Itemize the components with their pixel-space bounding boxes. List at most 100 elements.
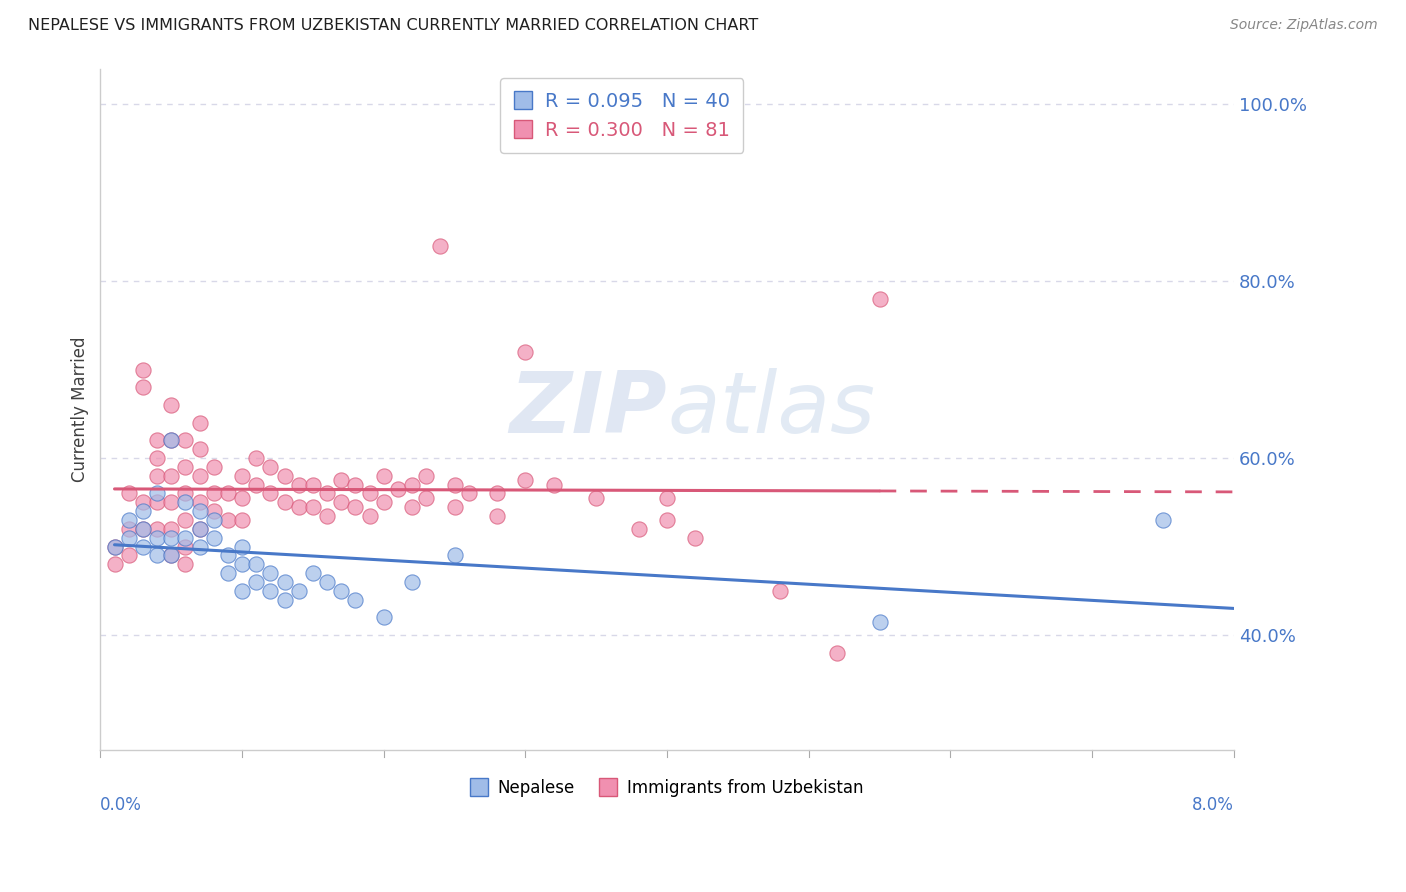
Point <box>160 549 183 563</box>
Point <box>217 513 239 527</box>
Point <box>273 592 295 607</box>
Point <box>188 522 211 536</box>
Point <box>217 549 239 563</box>
Point <box>103 540 125 554</box>
Point <box>160 495 183 509</box>
Point <box>344 592 367 607</box>
Point <box>160 522 183 536</box>
Point <box>174 558 197 572</box>
Point <box>359 486 381 500</box>
Point <box>273 495 295 509</box>
Point <box>231 513 253 527</box>
Point <box>316 574 339 589</box>
Point <box>103 558 125 572</box>
Point <box>118 486 141 500</box>
Point <box>188 442 211 457</box>
Point <box>231 491 253 505</box>
Point <box>118 531 141 545</box>
Point <box>685 531 707 545</box>
Point <box>259 486 281 500</box>
Point <box>160 549 183 563</box>
Point <box>188 416 211 430</box>
Point <box>174 513 197 527</box>
Point <box>132 362 155 376</box>
Point <box>231 540 253 554</box>
Point <box>273 574 295 589</box>
Point <box>146 434 169 448</box>
Point <box>769 583 792 598</box>
Point <box>259 583 281 598</box>
Point <box>217 486 239 500</box>
Point <box>486 486 509 500</box>
Point <box>245 574 267 589</box>
Point <box>443 477 465 491</box>
Point <box>302 477 325 491</box>
Point <box>132 522 155 536</box>
Point <box>287 583 309 598</box>
Point <box>415 468 437 483</box>
Point <box>287 500 309 514</box>
Point <box>118 522 141 536</box>
Point <box>103 540 125 554</box>
Point <box>231 468 253 483</box>
Point <box>174 495 197 509</box>
Legend: Nepalese, Immigrants from Uzbekistan: Nepalese, Immigrants from Uzbekistan <box>464 772 870 803</box>
Point <box>515 473 537 487</box>
Point <box>245 477 267 491</box>
Point <box>401 574 423 589</box>
Point <box>146 549 169 563</box>
Point <box>330 583 353 598</box>
Y-axis label: Currently Married: Currently Married <box>72 336 89 482</box>
Text: ZIP: ZIP <box>509 368 666 450</box>
Point <box>655 513 678 527</box>
Point <box>146 495 169 509</box>
Point <box>401 500 423 514</box>
Point <box>188 495 211 509</box>
Point <box>188 468 211 483</box>
Point <box>160 434 183 448</box>
Point <box>146 486 169 500</box>
Text: 0.0%: 0.0% <box>100 797 142 814</box>
Text: 8.0%: 8.0% <box>1192 797 1234 814</box>
Point <box>202 459 225 474</box>
Point <box>627 522 650 536</box>
Point <box>132 495 155 509</box>
Point <box>188 522 211 536</box>
Point <box>174 540 197 554</box>
Point <box>373 610 395 624</box>
Point <box>585 491 607 505</box>
Text: Source: ZipAtlas.com: Source: ZipAtlas.com <box>1230 18 1378 32</box>
Point <box>146 468 169 483</box>
Point <box>869 292 891 306</box>
Point <box>245 558 267 572</box>
Point <box>415 491 437 505</box>
Point <box>174 486 197 500</box>
Point <box>387 482 409 496</box>
Point <box>869 615 891 629</box>
Point <box>245 450 267 465</box>
Point <box>174 531 197 545</box>
Point <box>259 459 281 474</box>
Point <box>316 508 339 523</box>
Point <box>401 477 423 491</box>
Text: NEPALESE VS IMMIGRANTS FROM UZBEKISTAN CURRENTLY MARRIED CORRELATION CHART: NEPALESE VS IMMIGRANTS FROM UZBEKISTAN C… <box>28 18 758 33</box>
Point <box>1152 513 1174 527</box>
Point <box>287 477 309 491</box>
Point <box>160 434 183 448</box>
Point <box>316 486 339 500</box>
Point <box>146 531 169 545</box>
Point <box>160 468 183 483</box>
Point <box>146 522 169 536</box>
Point <box>443 500 465 514</box>
Point <box>202 513 225 527</box>
Point <box>118 513 141 527</box>
Point <box>132 522 155 536</box>
Point <box>259 566 281 581</box>
Point <box>132 504 155 518</box>
Point <box>231 583 253 598</box>
Point <box>486 508 509 523</box>
Text: atlas: atlas <box>666 368 875 450</box>
Point <box>132 540 155 554</box>
Point <box>174 459 197 474</box>
Point <box>373 495 395 509</box>
